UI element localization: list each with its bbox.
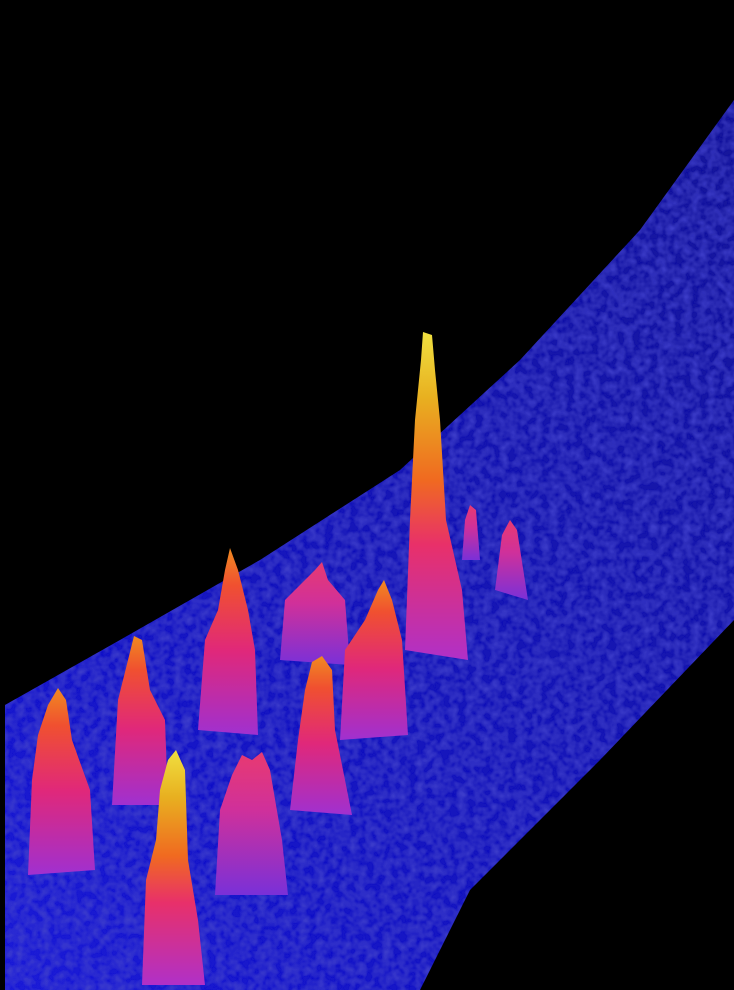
peak (405, 332, 468, 660)
peak (198, 548, 258, 735)
surface-band (5, 100, 734, 990)
peak (280, 562, 350, 665)
peak (495, 520, 528, 600)
peak (112, 636, 168, 805)
peak (290, 656, 352, 815)
peak (28, 688, 95, 875)
peak (340, 580, 408, 740)
peak (462, 505, 480, 560)
peak (142, 750, 205, 985)
peak (215, 752, 288, 895)
peaks (28, 332, 528, 985)
